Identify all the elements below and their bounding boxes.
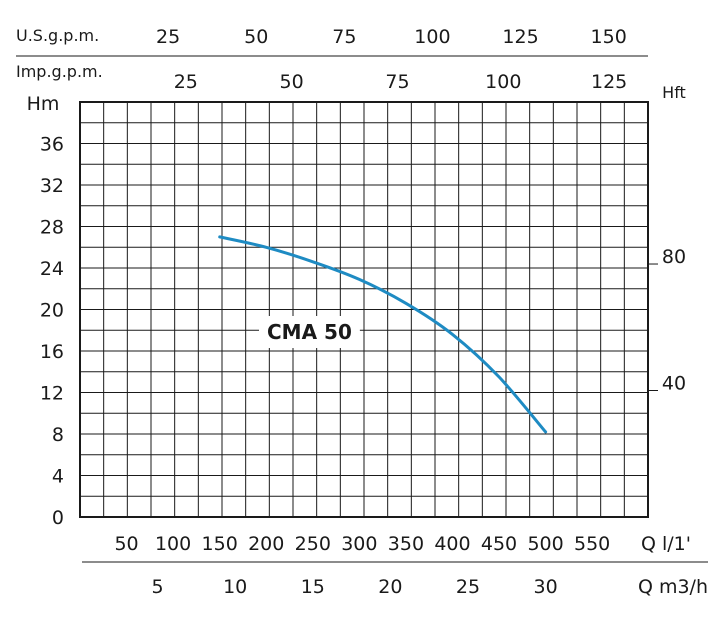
- series-label-background: [259, 316, 360, 348]
- hft-tick-label-80: 80: [662, 246, 686, 268]
- x-tick-label-400: 400: [434, 533, 470, 555]
- chart-grid: [80, 102, 648, 517]
- x-tick-label-350: 350: [388, 533, 424, 555]
- y-tick-label-24: 24: [40, 258, 64, 280]
- q-m3-h-axis-label: Q m3/h: [638, 576, 708, 598]
- x-tick-label-500: 500: [527, 533, 563, 555]
- x-axis-label: Q l/1': [641, 533, 691, 555]
- series-label-cma-50: CMA 50: [259, 316, 360, 348]
- u-s-g-p-m-tick-label-25: 25: [156, 26, 180, 48]
- x-tick-label-550: 550: [574, 533, 610, 555]
- y-tick-label-28: 28: [40, 217, 64, 239]
- q-m3-h-tick-label-25: 25: [456, 576, 480, 598]
- q-m3-h-tick-label-5: 5: [152, 576, 164, 598]
- x-tick-label-50: 50: [114, 533, 138, 555]
- q-m3-h-tick-label-10: 10: [223, 576, 247, 598]
- series-label-text: CMA 50: [267, 320, 352, 344]
- x-tick-label-450: 450: [481, 533, 517, 555]
- imp-g-p-m-tick-label-75: 75: [385, 71, 409, 93]
- q-m3-h-tick-label-30: 30: [533, 576, 557, 598]
- chart-axes: Hm 0 4 8 12 16 20 24 28 32 36 50 100 150 200 250 300 350 4…: [16, 26, 708, 598]
- u-s-g-p-m-tick-label-125: 125: [502, 26, 538, 48]
- y-tick-label-0: 0: [52, 507, 64, 529]
- u-s-g-p-m-tick-label-75: 75: [332, 26, 356, 48]
- u-s-g-p-m-axis-label: U.S.g.p.m.: [16, 26, 99, 45]
- y-tick-label-8: 8: [52, 424, 64, 446]
- imp-g-p-m-tick-label-25: 25: [174, 71, 198, 93]
- u-s-g-p-m-tick-label-50: 50: [244, 26, 268, 48]
- hft-tick-label-40: 40: [662, 373, 686, 395]
- plot-area-frame: [79, 101, 649, 518]
- y-tick-label-4: 4: [52, 466, 64, 488]
- u-s-g-p-m-tick-label-100: 100: [414, 26, 450, 48]
- x-tick-label-200: 200: [248, 533, 284, 555]
- x-tick-label-300: 300: [341, 533, 377, 555]
- y-axis-label: Hm: [27, 93, 60, 115]
- q-m3-h-tick-label-15: 15: [301, 576, 325, 598]
- q-m3-h-tick-label-20: 20: [378, 576, 402, 598]
- hft-axis-label: Hft: [662, 83, 686, 102]
- imp-g-p-m-tick-label-125: 125: [591, 71, 627, 93]
- imp-g-p-m-tick-label-100: 100: [485, 71, 521, 93]
- y-tick-label-12: 12: [40, 383, 64, 405]
- y-tick-label-16: 16: [40, 341, 64, 363]
- imp-g-p-m-axis-label: Imp.g.p.m.: [16, 62, 103, 81]
- series-line-cma-50: [218, 235, 548, 434]
- x-tick-label-250: 250: [295, 533, 331, 555]
- x-tick-label-150: 150: [202, 533, 238, 555]
- y-tick-label-32: 32: [40, 175, 64, 197]
- x-tick-label-100: 100: [155, 533, 191, 555]
- u-s-g-p-m-tick-label-150: 150: [591, 26, 627, 48]
- y-tick-label-20: 20: [40, 300, 64, 322]
- imp-g-p-m-tick-label-50: 50: [280, 71, 304, 93]
- y-tick-label-36: 36: [40, 134, 64, 156]
